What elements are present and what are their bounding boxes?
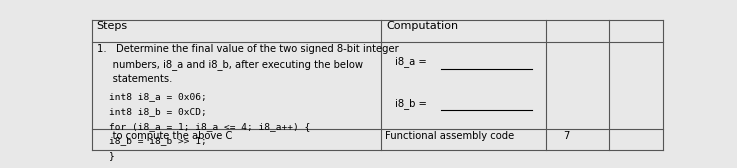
Text: 1.   Determine the final value of the two signed 8-bit integer: 1. Determine the final value of the two …	[97, 44, 399, 54]
Text: int8 i8_b = 0xCD;: int8 i8_b = 0xCD;	[109, 107, 207, 116]
Text: }: }	[109, 152, 115, 160]
Text: Computation: Computation	[386, 21, 458, 31]
Text: numbers, i8_a and i8_b, after executing the below: numbers, i8_a and i8_b, after executing …	[97, 59, 363, 70]
Text: Functional assembly code: Functional assembly code	[385, 131, 514, 141]
Text: i8_b = i8_b >> 1;: i8_b = i8_b >> 1;	[109, 137, 207, 146]
Text: 7: 7	[563, 131, 570, 141]
Text: int8 i8_a = 0x06;: int8 i8_a = 0x06;	[109, 92, 207, 101]
Text: for (i8_a = 1; i8_a <= 4; i8_a++) {: for (i8_a = 1; i8_a <= 4; i8_a++) {	[109, 122, 310, 131]
Text: to compute the above C: to compute the above C	[97, 131, 232, 141]
Text: Steps: Steps	[97, 21, 128, 31]
Text: i8_a =: i8_a =	[395, 56, 427, 67]
Text: statements.: statements.	[97, 74, 172, 84]
Text: i8_b =: i8_b =	[395, 98, 427, 109]
